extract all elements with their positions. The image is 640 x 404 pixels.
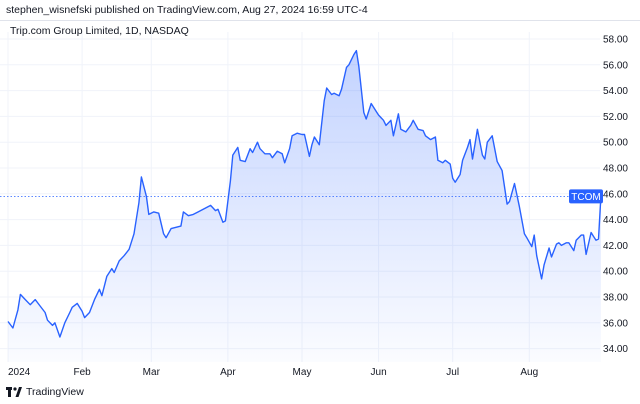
brand-name: TradingView xyxy=(26,386,84,398)
y-tick-label: 38.00 xyxy=(603,293,628,304)
y-tick-label: 46.00 xyxy=(603,189,628,200)
x-axis: 2024 Feb Mar Apr May Jun Jul Aug xyxy=(8,367,538,378)
price-chart[interactable]: 34.00 36.00 38.00 40.00 42.00 44.00 46.00 48.00… xyxy=(0,20,640,383)
footer-brand[interactable]: TradingView xyxy=(6,384,84,400)
y-tick-label: 48.00 xyxy=(603,164,628,175)
ticker-badge: TCOM xyxy=(569,189,603,204)
chart-card xyxy=(0,20,640,404)
x-tick-label: Jun xyxy=(371,367,387,378)
y-tick-label: 40.00 xyxy=(603,267,628,278)
publisher-bar: stephen_wisnefski published on TradingVi… xyxy=(0,0,640,20)
tradingview-logo-icon xyxy=(6,387,22,397)
y-tick-label: 34.00 xyxy=(603,344,628,355)
price-line xyxy=(7,49,602,338)
y-tick-label: 52.00 xyxy=(603,112,628,123)
y-tick-label: 42.00 xyxy=(603,241,628,252)
x-tick-label: Apr xyxy=(220,367,236,378)
price-area xyxy=(8,50,601,362)
x-tick-label: Feb xyxy=(74,367,92,378)
publisher-line: stephen_wisnefski published on TradingVi… xyxy=(6,4,368,16)
x-tick-label: Mar xyxy=(143,367,161,378)
y-tick-label: 56.00 xyxy=(603,60,628,71)
y-tick-label: 50.00 xyxy=(603,138,628,149)
ticker-label: TCOM xyxy=(571,192,600,203)
x-tick-label: May xyxy=(293,367,312,378)
y-tick-label: 36.00 xyxy=(603,318,628,329)
y-tick-label: 58.00 xyxy=(603,35,628,46)
y-tick-label: 54.00 xyxy=(603,86,628,97)
y-tick-label: 44.00 xyxy=(603,215,628,226)
x-tick-label: Jul xyxy=(446,367,459,378)
chart-title: Trip.com Group Limited, 1D, NASDAQ xyxy=(10,25,189,37)
x-tick-label: Aug xyxy=(520,367,538,378)
y-axis: 34.00 36.00 38.00 40.00 42.00 44.00 46.00 48.00… xyxy=(603,35,628,356)
x-tick-label: 2024 xyxy=(8,367,31,378)
